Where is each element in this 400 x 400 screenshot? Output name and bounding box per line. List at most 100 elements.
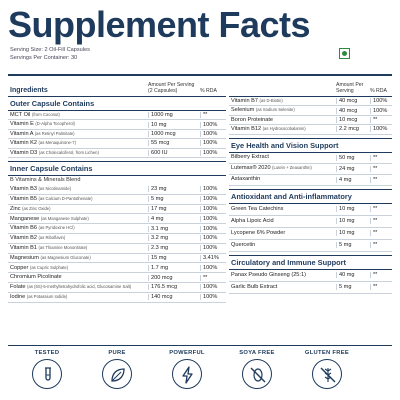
- ingredient-rda: **: [370, 218, 392, 225]
- vegetarian-icon: [339, 48, 350, 59]
- ingredient-rda: 100%: [370, 107, 392, 114]
- ingredient-rda: 100%: [200, 149, 226, 156]
- ingredient-rda: **: [370, 116, 392, 123]
- antioxidant-title: Antioxidant and Anti-inflammatory: [229, 188, 392, 204]
- ingredient-rda: **: [370, 206, 392, 213]
- ingredient-rda: **: [370, 242, 392, 249]
- ingredient-rda: 100%: [370, 98, 392, 105]
- table-header: Ingredients Amount Per Serving (2 Capsul…: [8, 80, 226, 94]
- ingredient-amount: 1000 mg: [148, 112, 200, 119]
- ingredient-name: Chromium Picolinate: [10, 274, 62, 281]
- ingredient-note: (Lutein + Zeaxanthin): [272, 165, 312, 171]
- ingredient-name: Alpha Lipoic Acid: [231, 217, 274, 224]
- ingredient-rda: **: [370, 176, 392, 183]
- antioxidant-table: Green Tea Catechins 10 mg ** Alpha Lipoic A…: [229, 204, 392, 252]
- table-row: Garlic Bulb Extract 5 mg **: [229, 282, 392, 294]
- ingredient-note: (as Sodium Selenite): [255, 107, 295, 113]
- test-tube-icon: [32, 359, 62, 389]
- no-soy-icon: [242, 359, 272, 389]
- ingredient-note: (as D-Biotin): [259, 98, 283, 104]
- ingredient-rda: 100%: [200, 121, 226, 128]
- ingredient-note: (as Manganese Sulphate): [40, 215, 89, 221]
- ingredient-name: Astaxanthin: [231, 176, 261, 183]
- ingredient-amount: 10 mg: [336, 206, 370, 213]
- ingredient-amount: 5 mg: [148, 196, 200, 203]
- table-row: Vitamin B3 (as Nicotinamide) 23 mg 100%: [8, 185, 226, 195]
- table-row: MCT Oil (from Coconut) 1000 mg **: [8, 111, 226, 121]
- ingredient-note: (as Hydroxocobalamin): [262, 126, 306, 132]
- no-gluten-icon: [312, 359, 342, 389]
- ingredient-note: (from Coconut): [31, 112, 60, 118]
- amount-heading-right: Amount Per Serving: [336, 82, 364, 94]
- table-header-right: Amount Per Serving % RDA: [229, 80, 392, 94]
- eye-health-title: Eye Health and Vision Support: [229, 137, 392, 153]
- ingredient-name: Vitamin B6 (as Pyridoxine HCl): [10, 225, 75, 232]
- ingredient-name: Bilberry Extract: [231, 154, 269, 161]
- ingredient-note: (as Calcium D-Pantothenate): [38, 196, 93, 201]
- table-row: Astaxanthin 4 mg **: [229, 175, 392, 186]
- rda-heading: % RDA: [200, 88, 218, 94]
- ingredient-name: Panax Pseudo Ginseng (25:1): [231, 271, 306, 278]
- ingredient-amount: 5 mg: [336, 284, 370, 291]
- ingredient-name: Zinc (as Zinc Oxide): [10, 205, 51, 212]
- table-row: Vitamin E (D-Alpha Tocopherol) 10 mg 100%: [8, 120, 226, 130]
- ingredient-note: (as Cupric Sulphate): [29, 264, 69, 270]
- ingredient-amount: 23 mg: [148, 186, 200, 193]
- ingredient-name: Vitamin K2 (as Menaquinone-7): [10, 140, 76, 147]
- ingredient-name: Manganese (as Manganese Sulphate): [10, 215, 89, 222]
- ingredient-amount: 176.5 mcg: [148, 284, 200, 291]
- table-row: Vitamin B6 (as Pyridoxine HCl) 3.1 mg 100%: [8, 224, 226, 234]
- ingredient-amount: 2.3 mg: [148, 245, 200, 252]
- outer-capsule-title: Outer Capsule Contains: [8, 96, 226, 111]
- table-row: Bilberry Extract 50 mg **: [229, 153, 392, 164]
- rda-heading-right: % RDA: [370, 88, 388, 94]
- amount-heading: Amount Per Serving (2 Capsules): [148, 82, 195, 94]
- ingredient-amount: 200 mcg: [148, 274, 200, 281]
- ingredient-rda: 100%: [200, 284, 226, 291]
- ingredient-note: (as Nicotinamide): [38, 186, 72, 192]
- ingredient-rda: **: [370, 154, 392, 161]
- ingredient-rda: 3.41%: [200, 254, 226, 261]
- badge-gluten-free: GLUTEN FREE: [297, 350, 357, 389]
- ingredient-note: (as Potassium Iodide): [26, 293, 68, 299]
- ingredient-rda: 100%: [200, 264, 226, 271]
- table-row: Vitamin D3 (as Cholecalciferol, from Lic…: [8, 149, 226, 158]
- ingredient-amount: 3.2 mg: [148, 235, 200, 242]
- serving-info: Serving Size: 2 Oil-Fill Capsules Servin…: [10, 46, 90, 62]
- ingredient-amount: 140 mcg: [148, 294, 200, 301]
- ingredient-note: (as (6S)-5-methyltetrahydrofolic acid, G…: [27, 284, 132, 290]
- ingredient-name: Copper (as Cupric Sulphate): [10, 264, 69, 271]
- inner-capsule-title: Inner Capsule Contains: [8, 160, 226, 176]
- ingredient-rda: 100%: [200, 225, 226, 232]
- ingredient-rda: 100%: [200, 186, 226, 193]
- ingredient-note: (as Magnesium Gluconate): [40, 254, 91, 260]
- ingredient-name: Vitamin B1 (as Thiamine Mononitrate): [10, 244, 88, 251]
- ingredient-rda: **: [370, 165, 392, 172]
- table-row: Zinc (as Zinc Oxide) 17 mg 100%: [8, 205, 226, 215]
- ingredient-rda: 100%: [200, 235, 226, 242]
- table-row: Selenium (as Sodium Selenite) 40 mcg 100%: [229, 106, 392, 116]
- inner-capsule-subtitle: B Vitamins & Minerals Blend: [10, 176, 81, 183]
- ingredient-amount: 3.1 mg: [148, 225, 200, 232]
- ingredient-amount: 17 mg: [148, 205, 200, 212]
- table-row: Vitamin K2 (as Menaquinone-7) 55 mcg 100%: [8, 139, 226, 149]
- table-row: Quercetin 5 mg **: [229, 240, 392, 252]
- ingredient-name: Selenium (as Sodium Selenite): [231, 107, 295, 114]
- ingredient-name: MCT Oil (from Coconut): [10, 112, 60, 119]
- ingredient-rda: 100%: [200, 205, 226, 212]
- table-row: Lycopene 6% Powder 10 mg **: [229, 228, 392, 240]
- table-row: Vitamin A (as Retinyl Palmitate) 1000 mcg…: [8, 130, 226, 140]
- ingredient-name: Iodine (as Potassium Iodide): [10, 293, 68, 300]
- badge-soya-free: SOYA FREE: [227, 350, 287, 389]
- ingredient-amount: 10 mg: [148, 121, 200, 128]
- ingredient-amount: 4 mg: [336, 176, 370, 183]
- ingredient-rda: **: [370, 284, 392, 291]
- ingredient-amount: 2.2 mcg: [336, 126, 370, 133]
- ingredient-note: (as Thiamine Mononitrate): [38, 244, 88, 250]
- table-row: Copper (as Cupric Sulphate) 1.7 mg 100%: [8, 263, 226, 274]
- circulatory-table: Panax Pseudo Ginseng (25:1) 40 mg ** Garlic…: [229, 270, 392, 294]
- ingredient-amount: 40 mcg: [336, 107, 370, 114]
- header-rule: [8, 74, 392, 76]
- table-row: Chromium Picolinate 200 mcg **: [8, 273, 226, 283]
